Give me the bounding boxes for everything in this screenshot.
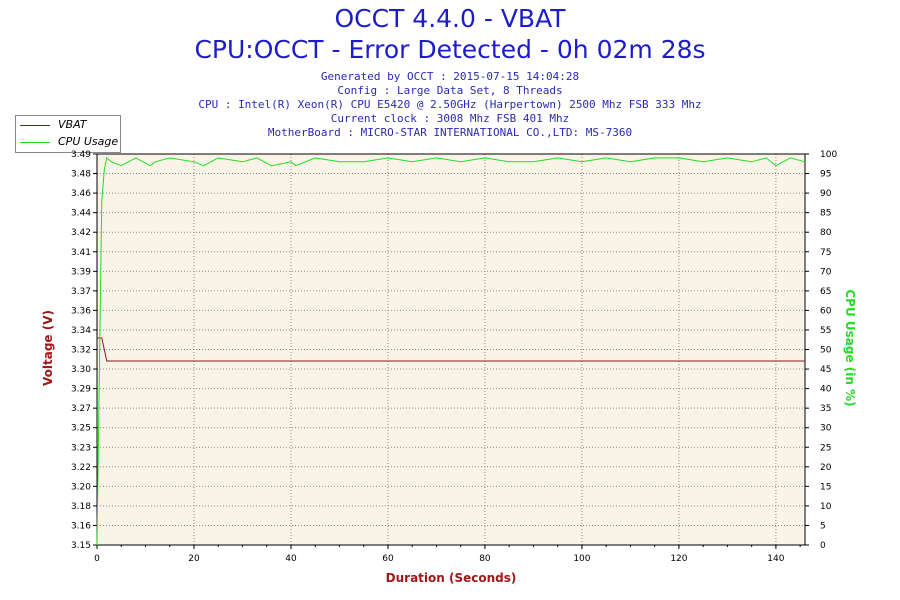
x-tick-label: 60 bbox=[382, 554, 394, 564]
chart-title: OCCT 4.4.0 - VBAT bbox=[334, 4, 566, 33]
y-tick-label-left: 3.20 bbox=[71, 482, 91, 492]
y-tick-label-left: 3.48 bbox=[71, 170, 91, 180]
y-tick-label-left: 3.34 bbox=[71, 326, 91, 336]
y-tick-label-right: 20 bbox=[820, 463, 832, 473]
info-config: Config : Large Data Set, 8 Threads bbox=[337, 84, 563, 97]
series-line-cpu-usage bbox=[96, 156, 806, 546]
y-tick-label-right: 30 bbox=[820, 424, 832, 434]
x-axis-label: Duration (Seconds) bbox=[385, 571, 517, 585]
legend-swatch-vbat bbox=[20, 125, 50, 126]
y-tick-label-right: 25 bbox=[820, 443, 831, 453]
x-tick-label: 40 bbox=[285, 554, 297, 564]
info-generated: Generated by OCCT : 2015-07-15 14:04:28 bbox=[320, 70, 580, 83]
y-tick-label-left: 3.37 bbox=[71, 287, 91, 297]
y-tick-label-right: 15 bbox=[820, 482, 831, 492]
y-tick-label-right: 100 bbox=[820, 150, 837, 160]
legend-swatch-cpu-usage bbox=[20, 142, 50, 143]
y-tick-label-left: 3.22 bbox=[71, 463, 91, 473]
y-tick-label-left: 3.44 bbox=[71, 209, 91, 219]
legend-label-cpu-usage: CPU Usage bbox=[58, 135, 119, 148]
legend-label-vbat: VBAT bbox=[58, 118, 87, 131]
y-tick-label-right: 35 bbox=[820, 404, 831, 414]
y-tick-label-right: 55 bbox=[820, 326, 831, 336]
y-tick-label-right: 60 bbox=[820, 306, 832, 316]
y-tick-label-left: 3.23 bbox=[71, 443, 91, 453]
y-tick-label-left: 3.46 bbox=[71, 189, 91, 199]
y-tick-label-left: 3.42 bbox=[71, 228, 91, 238]
y-tick-label-right: 5 bbox=[820, 521, 826, 531]
y-tick-label-right: 80 bbox=[820, 228, 832, 238]
y-tick-label-right: 90 bbox=[820, 189, 832, 199]
info-clock: Current clock : 3008 Mhz FSB 401 Mhz bbox=[330, 112, 570, 125]
series-line-vbat bbox=[97, 337, 805, 362]
y-tick-label-left: 3.16 bbox=[71, 521, 91, 531]
x-tick-label: 80 bbox=[479, 554, 491, 564]
x-tick-label: 20 bbox=[188, 554, 200, 564]
y-tick-label-right: 10 bbox=[820, 502, 832, 512]
legend: VBAT CPU Usage bbox=[15, 115, 121, 153]
y-tick-label-right: 40 bbox=[820, 385, 832, 395]
y-tick-label-left: 3.27 bbox=[71, 404, 91, 414]
y-tick-label-right: 85 bbox=[820, 209, 831, 219]
y-tick-label-left: 3.39 bbox=[71, 267, 91, 277]
x-tick-label: 140 bbox=[767, 554, 784, 564]
y-tick-label-right: 75 bbox=[820, 248, 831, 258]
y-tick-label-right: 0 bbox=[820, 541, 826, 551]
y-tick-label-left: 3.15 bbox=[71, 541, 91, 551]
x-tick-label: 0 bbox=[94, 554, 100, 564]
y-tick-label-right: 50 bbox=[820, 346, 832, 356]
info-motherboard: MotherBoard : MICRO-STAR INTERNATIONAL C… bbox=[267, 126, 633, 139]
y-tick-label-left: 3.41 bbox=[71, 248, 91, 258]
y-tick-label-right: 70 bbox=[820, 267, 832, 277]
y-tick-label-left: 3.36 bbox=[71, 306, 91, 316]
info-cpu: CPU : Intel(R) Xeon(R) CPU E5420 @ 2.50G… bbox=[198, 98, 702, 111]
y-tick-label-right: 95 bbox=[820, 170, 831, 180]
chart-subtitle: CPU:OCCT - Error Detected - 0h 02m 28s bbox=[194, 35, 706, 64]
x-tick-label: 120 bbox=[670, 554, 687, 564]
y-tick-label-left: 3.32 bbox=[71, 346, 91, 356]
y-tick-label-right: 65 bbox=[820, 287, 831, 297]
y-tick-label-left: 3.30 bbox=[71, 365, 91, 375]
y-tick-label-left: 3.49 bbox=[71, 150, 91, 160]
y-tick-label-right: 45 bbox=[820, 365, 831, 375]
y-tick-label-left: 3.29 bbox=[71, 385, 91, 395]
x-tick-label: 100 bbox=[573, 554, 590, 564]
y-tick-label-left: 3.18 bbox=[71, 502, 91, 512]
y-tick-label-left: 3.25 bbox=[71, 424, 91, 434]
